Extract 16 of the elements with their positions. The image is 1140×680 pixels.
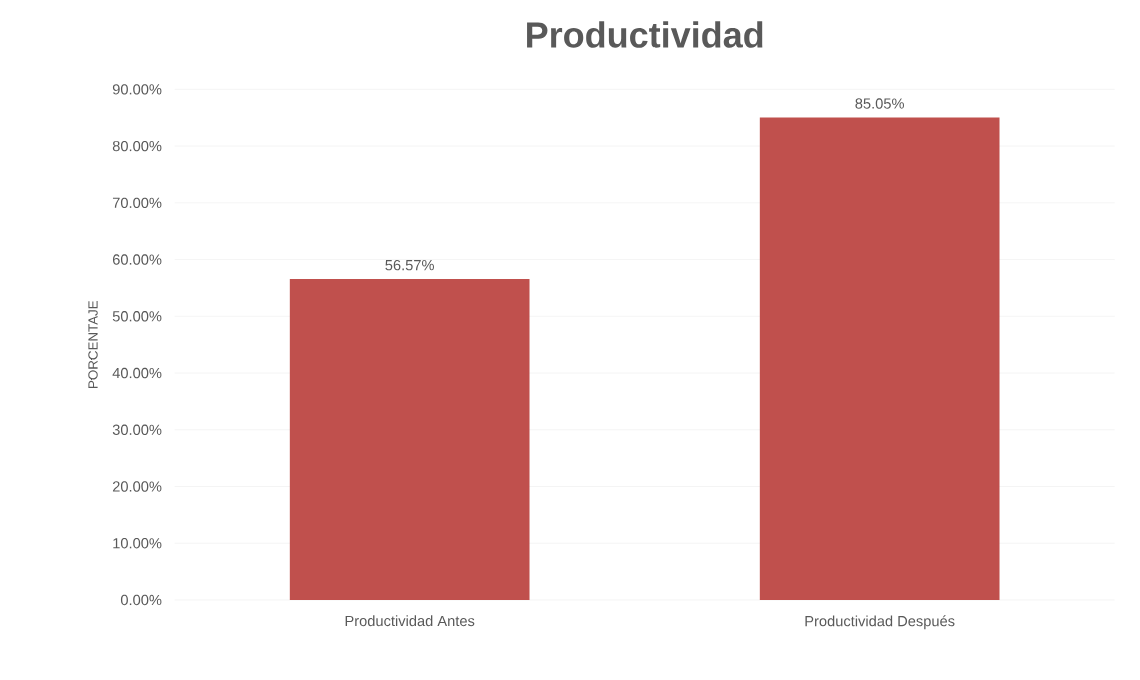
y-tick-label: 60.00%	[112, 254, 162, 265]
y-tick-label: 90.00%	[112, 84, 162, 95]
y-tick-label: 0.00%	[120, 594, 162, 606]
data-label: 56.57%	[385, 259, 434, 271]
y-tick-label: 30.00%	[112, 424, 162, 435]
x-tick-label: Productividad Antes	[345, 615, 475, 627]
y-axis-title: PORCENTAJE	[88, 300, 98, 388]
y-tick-label: 10.00%	[113, 538, 162, 549]
y-tick-label: 40.00%	[112, 367, 162, 379]
x-tick-label: Productividad Después	[805, 615, 955, 630]
y-tick-label: 70.00%	[112, 197, 162, 208]
chart-title: Productividad	[527, 21, 763, 48]
y-tick-label: 20.00%	[112, 481, 162, 492]
y-tick-label: 50.00%	[112, 311, 162, 322]
data-label: 85.05%	[855, 98, 904, 109]
y-tick-label: 80.00%	[112, 140, 162, 152]
